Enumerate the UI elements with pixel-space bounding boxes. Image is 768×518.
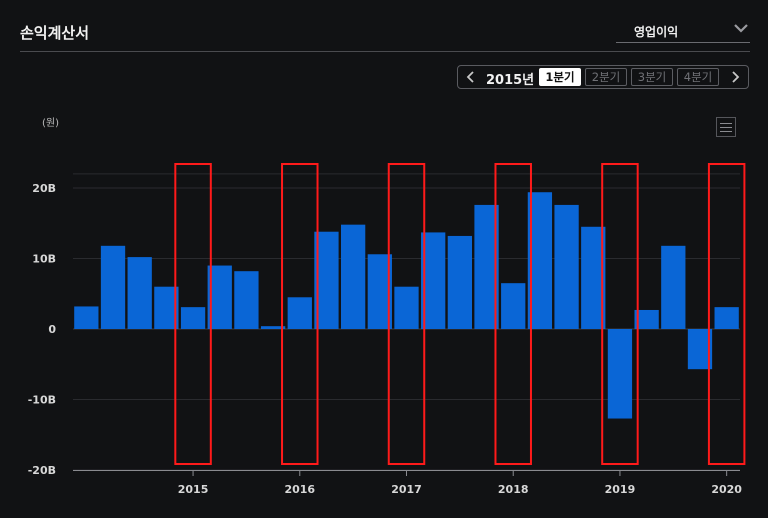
y-tick-label: 20B xyxy=(32,182,56,195)
title-divider xyxy=(20,51,750,52)
quarter-button-3[interactable]: 3분기 xyxy=(631,68,673,86)
year-label: 2015년 xyxy=(486,73,535,88)
y-unit-label: (원) xyxy=(42,117,59,129)
bar[interactable] xyxy=(180,307,206,329)
bar[interactable] xyxy=(100,245,126,329)
bar[interactable] xyxy=(234,271,259,329)
bar[interactable] xyxy=(127,257,152,329)
bar[interactable] xyxy=(394,286,419,329)
x-tick-label: 2019 xyxy=(605,483,636,496)
highlight-box xyxy=(174,163,212,465)
y-tick-label: 0 xyxy=(48,323,56,336)
bar[interactable] xyxy=(714,307,739,329)
page-title: 손익계산서 xyxy=(20,24,90,42)
x-tick-label: 2018 xyxy=(498,483,529,496)
highlight-box xyxy=(387,163,426,465)
bar[interactable] xyxy=(501,283,526,329)
highlight-box xyxy=(707,163,746,465)
y-tick-label: -20B xyxy=(28,464,56,477)
x-tick-label: 2020 xyxy=(711,483,742,496)
chevron-right-icon[interactable] xyxy=(728,70,742,84)
metric-dropdown-value: 영업이익 xyxy=(634,25,679,39)
highlight-box xyxy=(281,163,319,465)
bar[interactable] xyxy=(661,245,686,329)
chevron-down-icon xyxy=(734,24,748,33)
bar[interactable] xyxy=(554,204,579,329)
x-tick-label: 2017 xyxy=(391,483,422,496)
quarter-button-2[interactable]: 2분기 xyxy=(585,68,627,86)
highlight-box xyxy=(494,163,532,465)
bar[interactable] xyxy=(74,306,99,329)
x-tick-label: 2016 xyxy=(284,483,315,496)
chevron-left-icon[interactable] xyxy=(464,70,478,84)
bar[interactable] xyxy=(287,297,312,329)
quarter-button-1[interactable]: 1분기 xyxy=(539,68,581,86)
bar[interactable] xyxy=(634,309,659,329)
x-tick-label: 2015 xyxy=(178,483,209,496)
quarter-button-4[interactable]: 4분기 xyxy=(677,68,719,86)
bar[interactable] xyxy=(260,326,286,329)
y-tick-label: -10B xyxy=(28,394,56,407)
bar[interactable] xyxy=(607,329,633,419)
metric-dropdown[interactable]: 영업이익 xyxy=(616,20,750,43)
bar[interactable] xyxy=(341,224,366,329)
period-navigator: 2015년 1분기 2분기 3분기 4분기 xyxy=(457,65,749,89)
bar[interactable] xyxy=(447,235,472,329)
hamburger-menu-icon[interactable] xyxy=(716,117,736,137)
y-tick-label: 10B xyxy=(32,253,56,266)
highlight-box xyxy=(601,163,639,465)
